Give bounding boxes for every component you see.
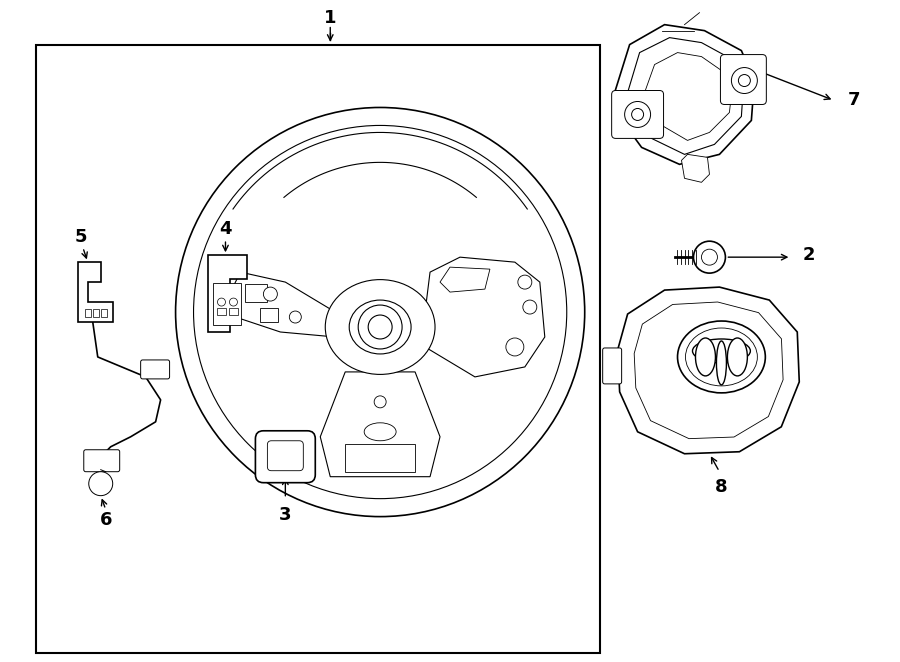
Ellipse shape: [678, 321, 765, 393]
Circle shape: [230, 298, 238, 306]
Polygon shape: [617, 287, 799, 453]
Bar: [93, 309, 99, 317]
FancyBboxPatch shape: [267, 441, 303, 471]
Polygon shape: [681, 154, 709, 182]
Circle shape: [701, 249, 717, 265]
Bar: [346, 444, 415, 472]
FancyBboxPatch shape: [140, 360, 169, 379]
Ellipse shape: [692, 339, 751, 363]
Circle shape: [506, 338, 524, 356]
Circle shape: [176, 107, 585, 516]
Polygon shape: [440, 267, 490, 292]
Bar: [101, 309, 107, 317]
Circle shape: [518, 275, 532, 289]
Polygon shape: [627, 38, 743, 154]
Text: 1: 1: [324, 9, 337, 26]
Circle shape: [374, 396, 386, 408]
Text: 7: 7: [848, 91, 860, 109]
Polygon shape: [230, 272, 335, 337]
Circle shape: [368, 315, 392, 339]
Circle shape: [694, 241, 725, 273]
Circle shape: [264, 287, 277, 301]
Circle shape: [89, 472, 112, 496]
Text: 8: 8: [716, 478, 728, 496]
FancyBboxPatch shape: [84, 449, 120, 472]
Polygon shape: [644, 52, 732, 140]
Bar: [260, 308, 278, 322]
Ellipse shape: [716, 341, 726, 385]
Ellipse shape: [727, 338, 747, 376]
Circle shape: [732, 68, 758, 93]
Circle shape: [194, 125, 567, 498]
Polygon shape: [320, 372, 440, 477]
Circle shape: [625, 101, 651, 127]
FancyBboxPatch shape: [612, 91, 663, 138]
Bar: [213, 283, 241, 325]
Circle shape: [218, 298, 226, 306]
Bar: [246, 284, 267, 302]
Ellipse shape: [349, 300, 411, 354]
Circle shape: [289, 311, 302, 323]
Text: 5: 5: [75, 228, 87, 246]
Ellipse shape: [325, 279, 435, 375]
Polygon shape: [634, 302, 783, 439]
Circle shape: [632, 109, 644, 120]
Text: 3: 3: [279, 506, 292, 524]
Polygon shape: [615, 24, 754, 164]
FancyBboxPatch shape: [256, 431, 315, 483]
Polygon shape: [77, 262, 112, 322]
Text: 2: 2: [803, 246, 815, 264]
FancyBboxPatch shape: [720, 54, 766, 105]
Polygon shape: [425, 257, 544, 377]
Bar: [230, 308, 238, 315]
Bar: [36, 44, 599, 653]
Ellipse shape: [696, 338, 716, 376]
Circle shape: [523, 300, 536, 314]
Circle shape: [358, 305, 402, 349]
Ellipse shape: [686, 328, 758, 386]
Bar: [85, 309, 91, 317]
Polygon shape: [208, 255, 248, 332]
Bar: [218, 308, 227, 315]
FancyBboxPatch shape: [603, 348, 622, 384]
Ellipse shape: [364, 423, 396, 441]
Circle shape: [738, 75, 751, 87]
Text: 4: 4: [220, 220, 231, 238]
Text: 6: 6: [100, 510, 112, 528]
